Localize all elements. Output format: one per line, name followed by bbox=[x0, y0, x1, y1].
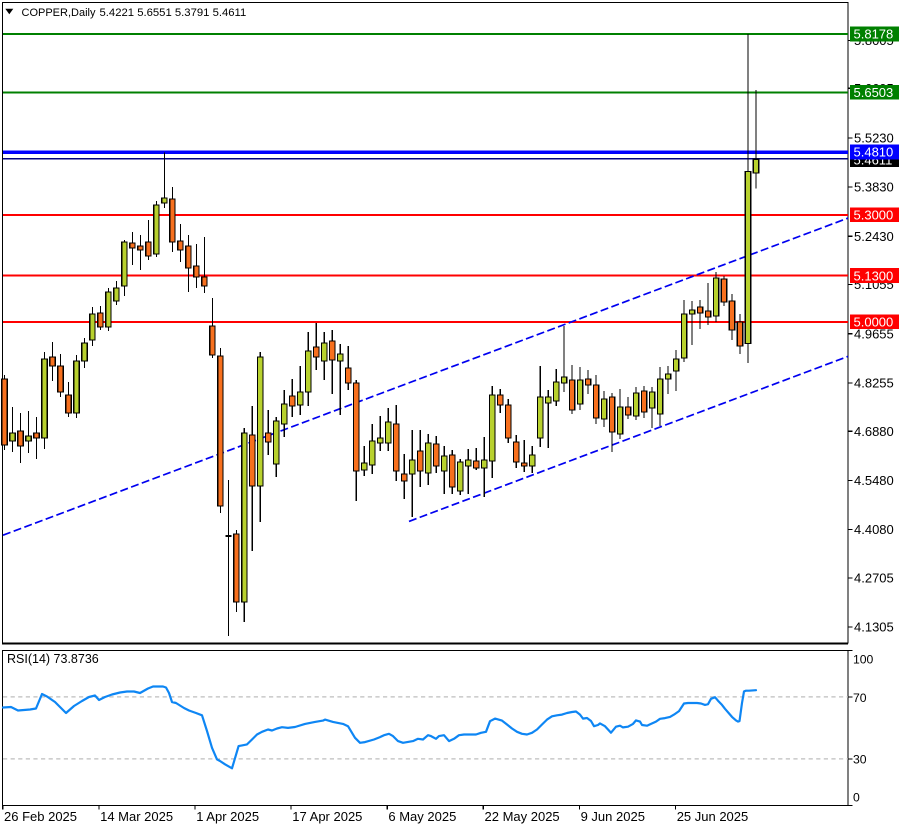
svg-text:4.9655: 4.9655 bbox=[854, 326, 894, 341]
svg-text:70: 70 bbox=[853, 691, 867, 705]
svg-text:5.3000: 5.3000 bbox=[854, 208, 894, 223]
svg-text:COPPER,Daily: COPPER,Daily bbox=[22, 7, 96, 19]
svg-text:5.6503: 5.6503 bbox=[854, 85, 894, 100]
svg-text:1 Apr 2025: 1 Apr 2025 bbox=[196, 809, 259, 824]
svg-text:4.5480: 4.5480 bbox=[854, 473, 894, 488]
svg-text:5.4810: 5.4810 bbox=[854, 145, 894, 160]
svg-text:5.1300: 5.1300 bbox=[854, 268, 894, 283]
svg-text:25 Jun 2025: 25 Jun 2025 bbox=[677, 809, 749, 824]
svg-text:5.0000: 5.0000 bbox=[854, 315, 894, 330]
svg-text:14 Mar 2025: 14 Mar 2025 bbox=[100, 809, 173, 824]
svg-text:4.4080: 4.4080 bbox=[854, 522, 894, 537]
svg-text:4.6880: 4.6880 bbox=[854, 424, 894, 439]
svg-text:0: 0 bbox=[853, 790, 860, 804]
svg-text:5.5230: 5.5230 bbox=[854, 131, 894, 146]
svg-text:4.1305: 4.1305 bbox=[854, 620, 894, 635]
svg-text:30: 30 bbox=[853, 752, 867, 766]
svg-text:5.4221 5.6551 5.3791 5.4611: 5.4221 5.6551 5.3791 5.4611 bbox=[100, 7, 247, 19]
svg-text:6 May 2025: 6 May 2025 bbox=[388, 809, 456, 824]
svg-text:RSI(14) 73.8736: RSI(14) 73.8736 bbox=[7, 652, 99, 666]
svg-text:22 May 2025: 22 May 2025 bbox=[485, 809, 560, 824]
svg-text:4.2705: 4.2705 bbox=[854, 571, 894, 586]
svg-text:4.8255: 4.8255 bbox=[854, 376, 894, 391]
svg-text:5.3830: 5.3830 bbox=[854, 180, 894, 195]
svg-text:5.8178: 5.8178 bbox=[854, 27, 894, 42]
svg-text:17 Apr 2025: 17 Apr 2025 bbox=[292, 809, 362, 824]
svg-text:26 Feb 2025: 26 Feb 2025 bbox=[4, 809, 77, 824]
svg-text:100: 100 bbox=[853, 652, 874, 666]
svg-text:5.2430: 5.2430 bbox=[854, 229, 894, 244]
svg-text:9 Jun 2025: 9 Jun 2025 bbox=[581, 809, 645, 824]
